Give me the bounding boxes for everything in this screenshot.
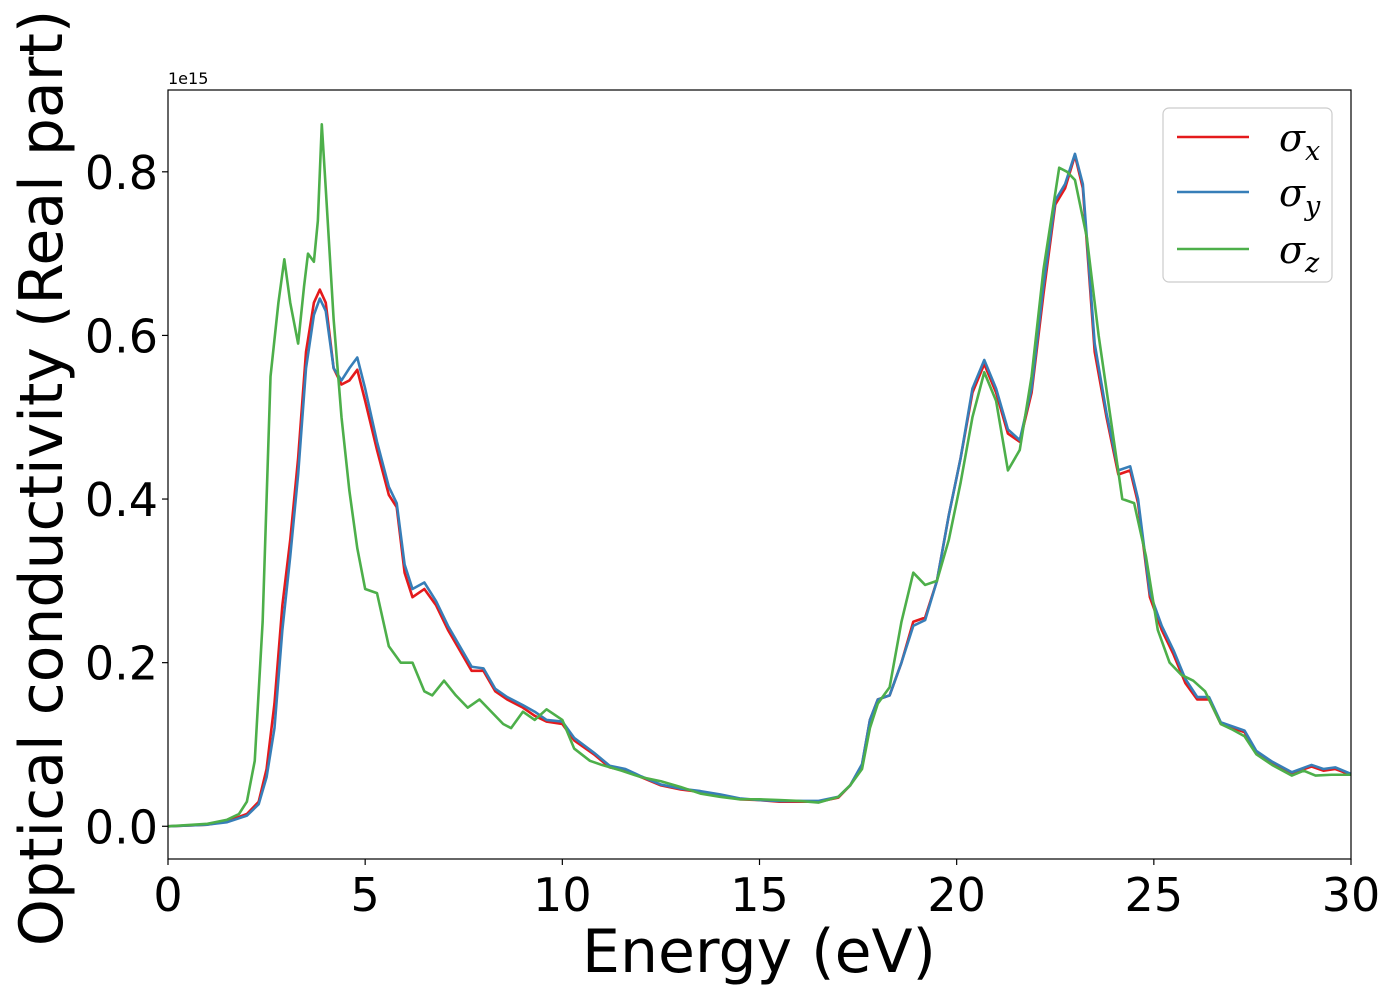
legend-box	[1162, 107, 1333, 283]
x-axis-title: Energy (eV)	[582, 917, 936, 987]
y-axis-title: Optical conductivity (Real part)	[7, 10, 77, 947]
x-tick-label: 25	[1125, 868, 1184, 922]
legend-label-y: σy	[1279, 171, 1321, 222]
y-tick-label: 0.4	[85, 473, 158, 527]
y-offset-label: 1e15	[168, 69, 208, 88]
x-tick-label: 15	[730, 868, 789, 922]
y-tick-label: 0.2	[85, 637, 158, 691]
x-axis-ticks: 0 5 10 15 20 25 30	[153, 859, 1380, 922]
y-tick-label: 0.8	[85, 146, 158, 200]
legend-label-x: σx	[1279, 116, 1320, 167]
x-tick-label: 10	[533, 868, 592, 922]
series-line-z	[168, 123, 1351, 828]
series-layer	[168, 123, 1351, 828]
y-tick-label: 0.6	[85, 309, 158, 363]
x-tick-label: 0	[153, 868, 182, 922]
x-tick-label: 30	[1322, 868, 1381, 922]
x-tick-label: 20	[927, 868, 986, 922]
plot-area	[168, 90, 1351, 859]
y-axis-ticks: 0.0 0.2 0.4 0.6 0.8	[85, 146, 168, 854]
y-tick-label: 0.0	[85, 800, 158, 854]
legend-label-z: σz	[1279, 228, 1320, 279]
x-tick-label: 5	[351, 868, 380, 922]
